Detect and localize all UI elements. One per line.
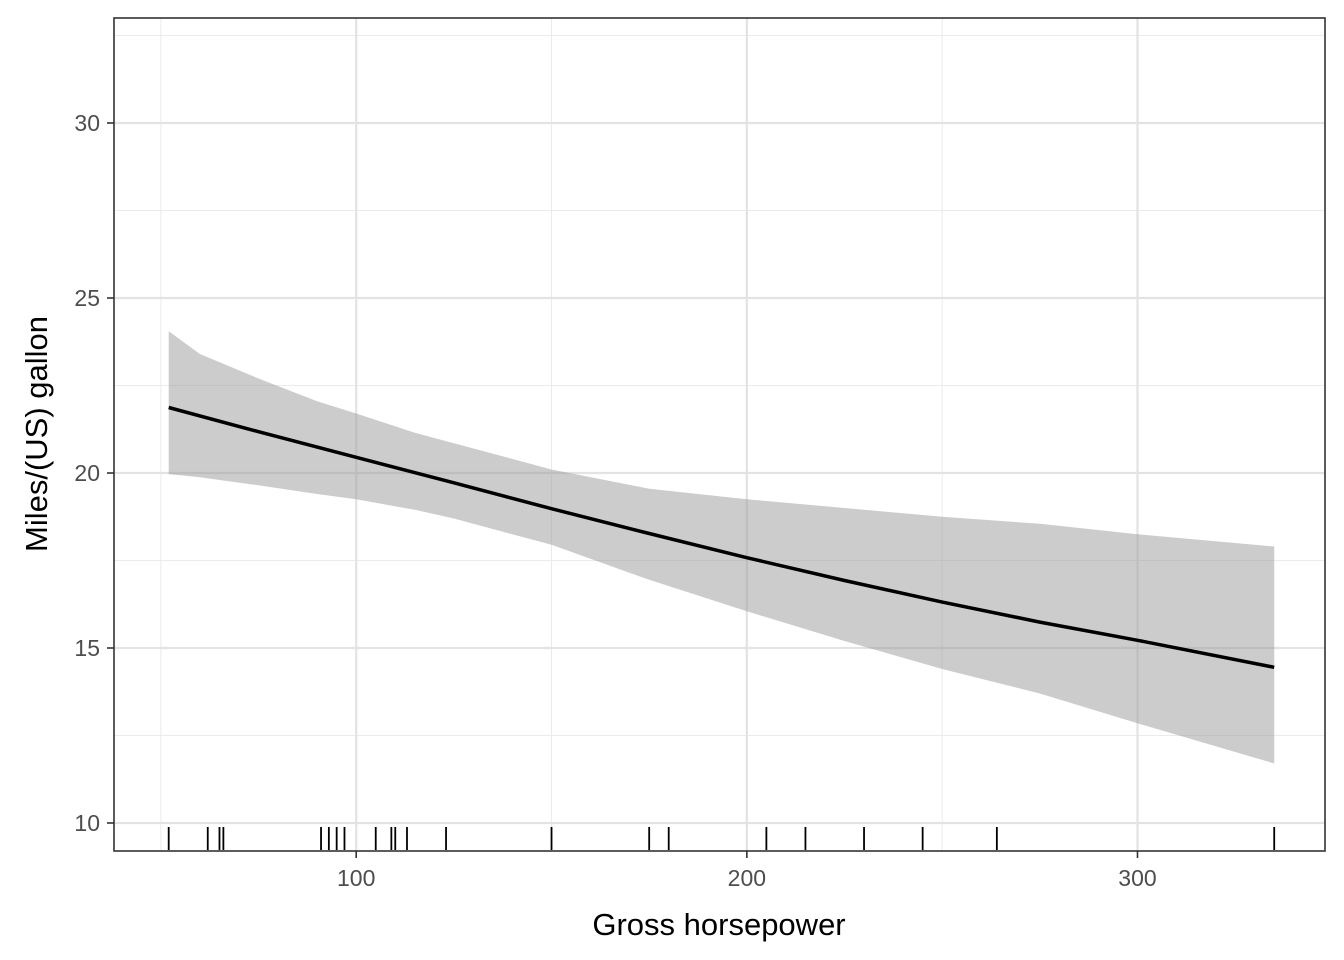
y-axis-title: Miles/(US) gallon xyxy=(19,316,54,552)
y-axis-ticks: 10 15 20 25 30 xyxy=(74,110,114,836)
x-axis-ticks: 100 200 300 xyxy=(337,851,1157,891)
grid-minor xyxy=(114,18,1325,851)
y-tick-label: 25 xyxy=(74,285,100,311)
plot-border xyxy=(113,17,1326,852)
confidence-ribbon xyxy=(168,331,1275,764)
rug-marks xyxy=(167,827,1276,850)
y-tick-label: 10 xyxy=(74,810,100,836)
y-tick-label: 15 xyxy=(74,635,100,661)
x-tick-label: 200 xyxy=(728,865,766,891)
fit-line xyxy=(168,405,1275,670)
x-axis-title: Gross horsepower xyxy=(592,907,845,942)
x-tick-label: 300 xyxy=(1118,865,1156,891)
x-tick-label: 100 xyxy=(337,865,375,891)
y-tick-label: 20 xyxy=(74,460,100,486)
y-tick-label: 30 xyxy=(74,110,100,136)
